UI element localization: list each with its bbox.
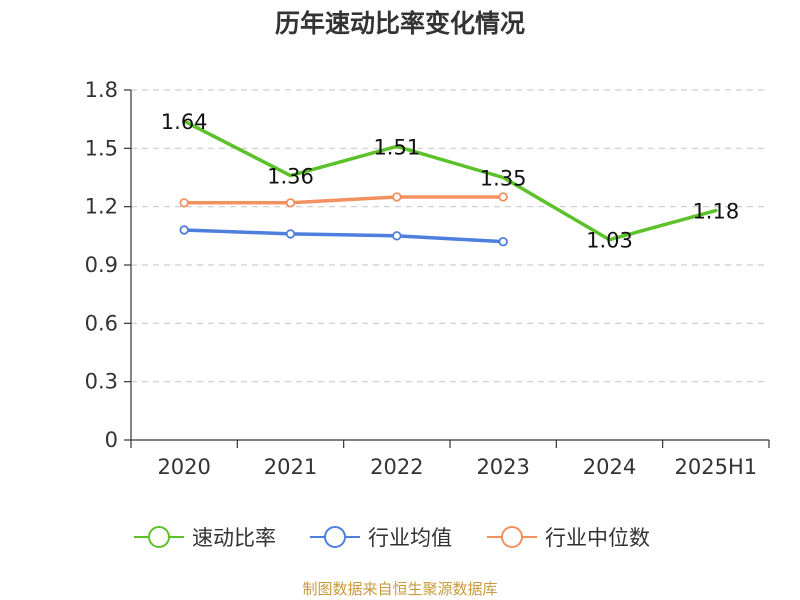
data-label: 1.51 [373,135,420,159]
chart-title: 历年速动比率变化情况 [275,9,525,38]
x-tick-label: 2020 [157,455,210,479]
y-tick-label: 1.5 [85,136,118,160]
grid [131,89,769,383]
legend: 速动比率 行业均值 行业中位数 [134,526,650,550]
series-point [179,225,189,235]
series-line [182,228,505,244]
series-point [392,192,402,202]
series-point [179,198,189,208]
x-tick-label: 2022 [370,455,423,479]
legend-label: 行业均值 [368,526,452,550]
y-tick-label: 1.8 [85,78,118,102]
series-point [285,198,296,208]
y-tick-label: 1.2 [85,195,118,219]
series-point [498,192,508,202]
x-tick-label: 2024 [583,455,636,479]
legend-label: 速动比率 [192,526,276,550]
x-tick-label: 2021 [264,455,317,479]
data-label: 1.35 [480,167,527,191]
data-label: 1.64 [161,110,208,134]
y-tick-label: 0.3 [85,370,118,394]
y-tick-label: 0 [105,428,118,452]
series-point [498,236,508,247]
series-line [182,195,505,205]
legend-marker [324,526,346,548]
x-tick-label: 2025H1 [675,455,758,479]
data-label: 1.03 [586,229,633,253]
legend-label: 行业中位数 [545,526,650,550]
data-label: 1.36 [267,165,314,189]
legend-marker [501,526,523,548]
data-labels: 1.64 1.36 1.51 1.35 1.03 1.18 [161,110,739,253]
y-tick-label: 0.9 [85,253,118,277]
series-line [182,119,718,242]
y-tick-label: 0.6 [85,311,118,335]
series-point [285,229,296,239]
data-label: 1.18 [692,200,739,224]
footer-source: 制图数据来自恒生聚源数据库 [302,580,497,598]
axes: 0 0.3 0.6 0.9 1.2 1.5 1.8 2020 2021 2022 2023 2024 2… [85,78,770,479]
series-point [392,231,402,241]
series [179,119,718,247]
x-tick-label: 2023 [476,455,529,479]
legend-marker [148,526,170,548]
